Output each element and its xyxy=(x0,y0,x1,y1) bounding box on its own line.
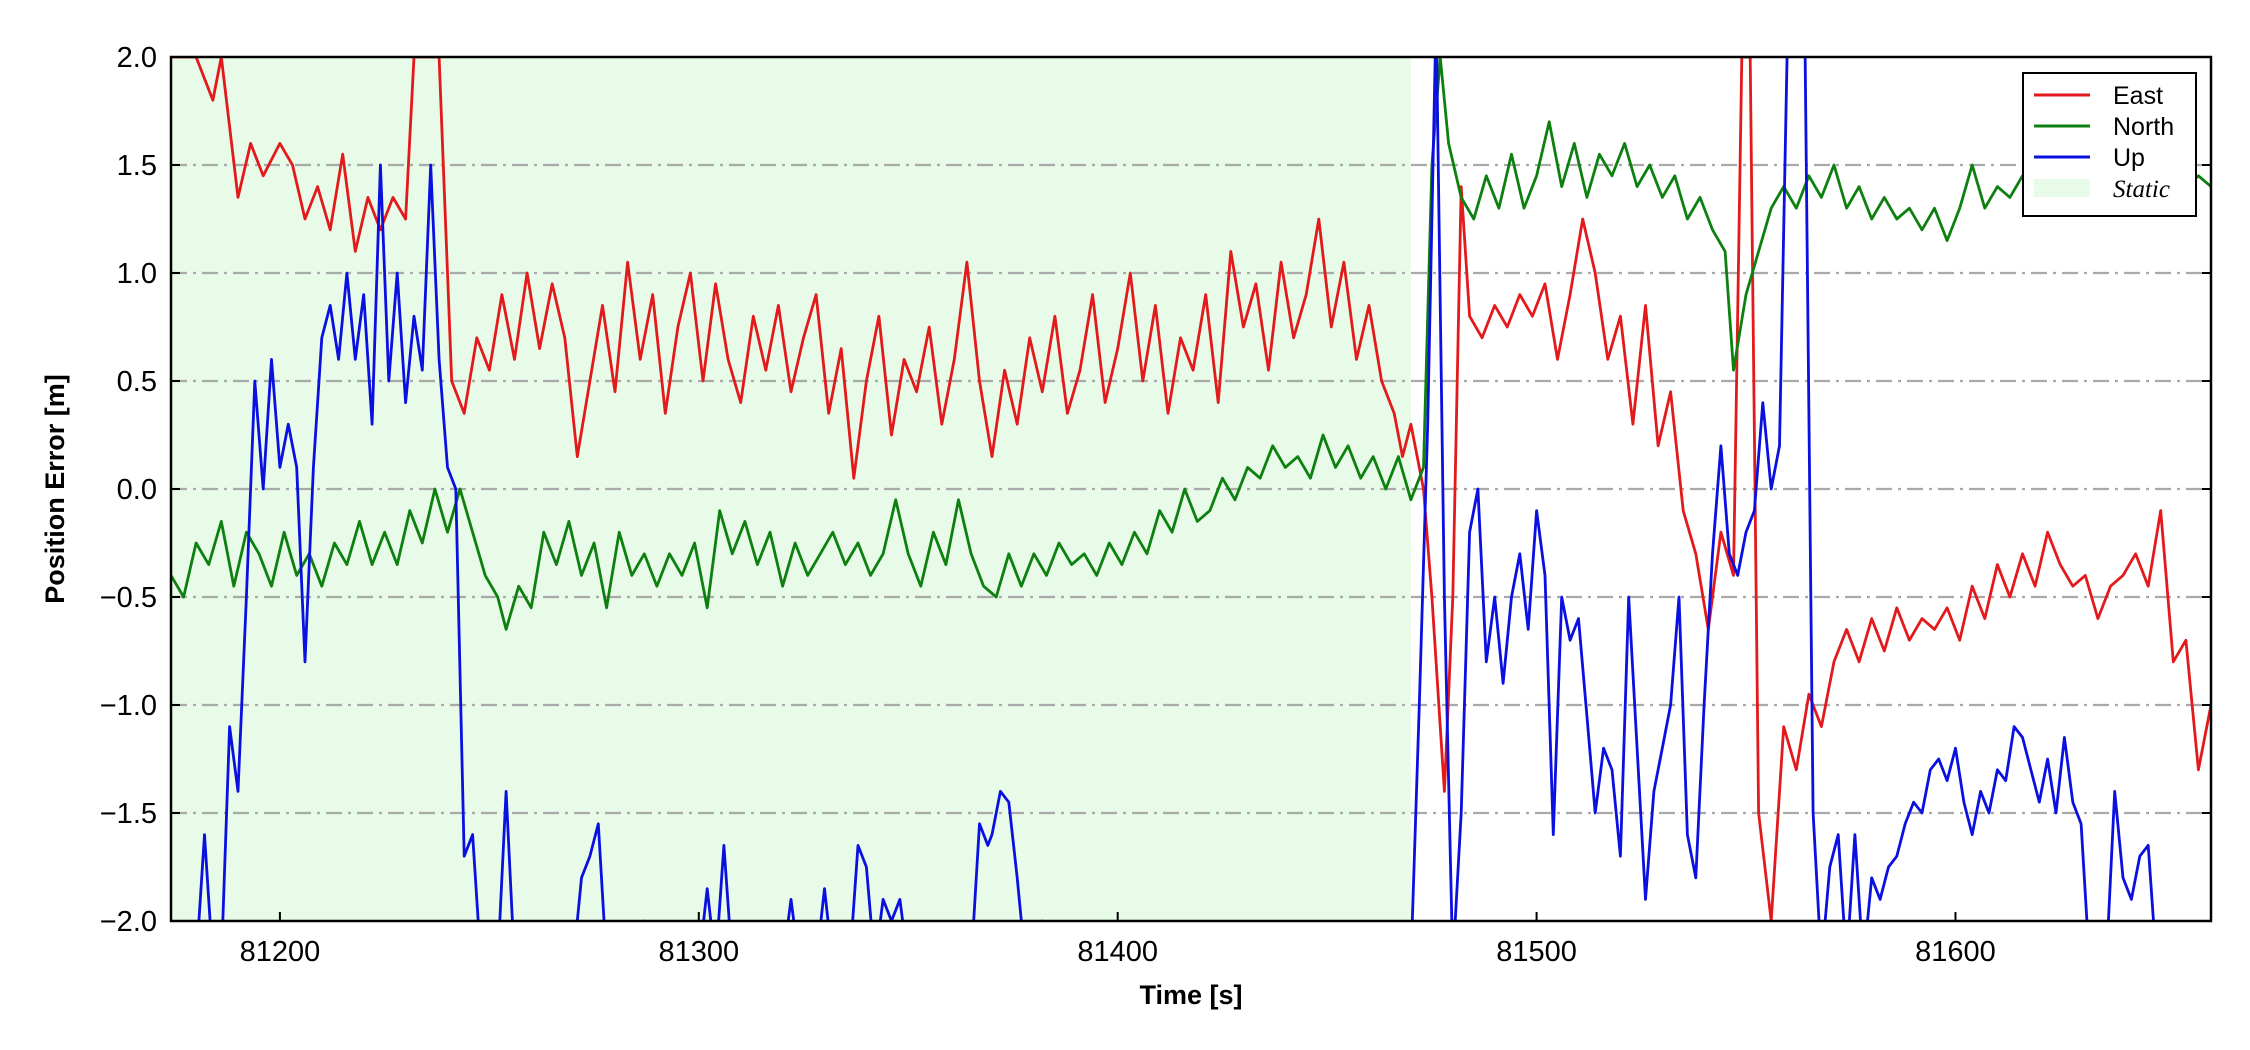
series-lines xyxy=(171,57,2211,921)
y-tick-label: 1.0 xyxy=(117,258,157,290)
y-tick-label: 0.5 xyxy=(117,366,157,398)
y-axis-title: Position Error [m] xyxy=(40,374,70,604)
y-axis: 2.0 1.5 1.0 0.5 0.0 −0.5 −1.0 −1.5 −2.0 xyxy=(100,42,2211,938)
y-tick-label: 0.0 xyxy=(117,474,157,506)
x-axis-title: Time [s] xyxy=(1139,980,1242,1010)
y-tick-label: 1.5 xyxy=(117,150,157,182)
legend-label-up: Up xyxy=(2113,144,2145,172)
legend-swatch-static xyxy=(2034,179,2090,197)
series-line-east xyxy=(171,57,2211,921)
y-tick-label: −1.0 xyxy=(100,690,157,722)
y-tick-label: −1.5 xyxy=(100,798,157,830)
legend-label-static: Static xyxy=(2113,176,2170,203)
y-tick-label: −0.5 xyxy=(100,582,157,614)
series-line-up xyxy=(197,57,2155,921)
y-tick-label: −2.0 xyxy=(100,906,157,938)
series-line-north xyxy=(171,57,2211,631)
legend-label-east: East xyxy=(2113,82,2163,110)
legend-label-north: North xyxy=(2113,113,2174,141)
x-axis: 81200 81300 81400 81500 81600 xyxy=(240,912,1996,968)
x-tick-label: 81300 xyxy=(658,936,739,968)
legend: East North Up Static xyxy=(2022,72,2197,217)
x-tick-label: 81400 xyxy=(1077,936,1158,968)
y-tick-label: 2.0 xyxy=(117,42,157,74)
x-tick-label: 81600 xyxy=(1915,936,1996,968)
x-tick-label: 81500 xyxy=(1496,936,1577,968)
static-region-shade xyxy=(171,57,1411,921)
x-tick-label: 81200 xyxy=(240,936,321,968)
